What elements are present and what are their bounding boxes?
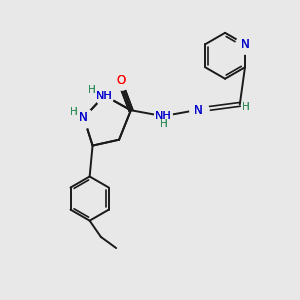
Text: N: N	[241, 38, 249, 51]
Text: O: O	[116, 74, 125, 87]
Text: H: H	[242, 102, 250, 112]
Text: NH: NH	[155, 111, 172, 121]
Text: O: O	[116, 74, 125, 87]
Text: NH: NH	[155, 111, 172, 121]
Text: N: N	[80, 111, 88, 124]
Text: H: H	[242, 102, 250, 112]
Text: H: H	[88, 85, 96, 95]
Text: H: H	[160, 119, 168, 129]
Text: N: N	[194, 104, 203, 117]
Text: N: N	[80, 111, 88, 124]
Text: H: H	[70, 107, 77, 117]
Text: NH: NH	[96, 91, 113, 100]
Text: N: N	[241, 38, 249, 51]
Text: H: H	[88, 85, 96, 95]
Text: NH: NH	[96, 91, 113, 100]
Text: H: H	[160, 119, 168, 129]
Text: H: H	[70, 107, 77, 117]
Text: N: N	[194, 104, 203, 117]
